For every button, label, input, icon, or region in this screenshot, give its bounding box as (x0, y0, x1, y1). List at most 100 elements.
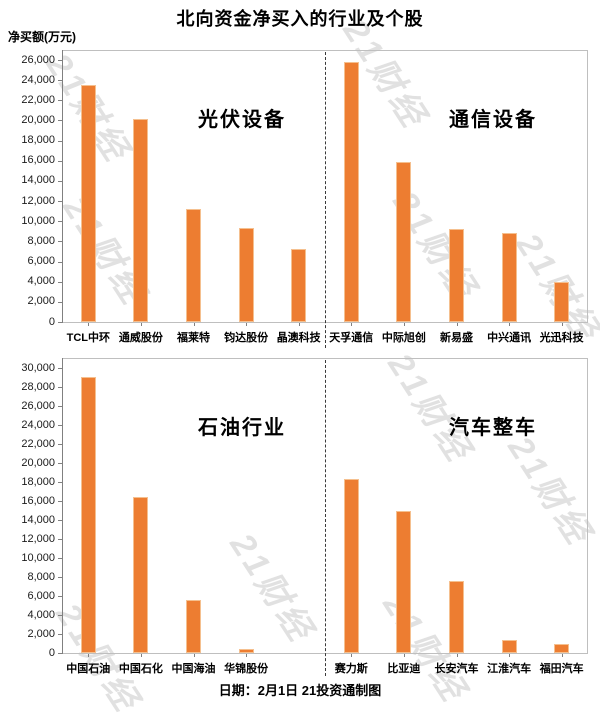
y-tick-label: 12,000 (21, 194, 55, 207)
y-tick-label: 20,000 (21, 113, 55, 126)
y-tick-mark (58, 558, 62, 559)
y-tick-label: 0 (48, 646, 55, 659)
x-tick-mark (403, 654, 405, 657)
y-tick-label: 18,000 (21, 475, 55, 488)
y-tick-mark (58, 301, 62, 303)
y-tick-label: 0 (48, 315, 55, 328)
y-tick-mark (58, 160, 62, 162)
x-tick-mark (509, 654, 511, 657)
y-tick-mark (58, 463, 62, 464)
y-tick-mark (58, 653, 62, 654)
y-tick-mark (58, 406, 62, 407)
y-tick-label: 6,000 (27, 255, 55, 268)
y-tick-mark (58, 100, 62, 102)
bar-钧达股份 (238, 228, 254, 322)
bar-福莱特 (186, 209, 201, 322)
y-tick-label: 10,000 (21, 214, 55, 227)
bar-晶澳科技 (291, 249, 307, 322)
category-label: 江淮汽车 (487, 663, 532, 675)
y-tick-label: 26,000 (21, 53, 55, 66)
y-tick-label: 12,000 (21, 532, 55, 545)
bottom-panel-dashed-divider (325, 360, 326, 676)
y-tick-label: 16,000 (21, 154, 55, 167)
y-tick-mark (58, 520, 62, 521)
category-label: 比亚迪 (387, 663, 421, 675)
category-label: 钧达股份 (224, 332, 269, 344)
y-tick-label: 28,000 (21, 380, 55, 393)
bar-中国海油 (186, 599, 201, 653)
x-tick-mark (456, 323, 458, 326)
category-label: TCL中环 (66, 332, 110, 344)
y-tick-label: 30,000 (21, 361, 55, 374)
y-tick-label: 22,000 (21, 437, 55, 450)
bar-比亚迪 (396, 510, 412, 653)
chart-canvas: 北向资金净买入的行业及个股 净买额(万元) 光伏设备 通信设备 石油行业 汽车整… (8, 9, 600, 720)
y-tick-label: 8,000 (27, 570, 55, 583)
section-label-auto: 汽车整车 (449, 417, 537, 439)
bar-中际旭创 (396, 161, 412, 322)
x-tick-mark (193, 323, 195, 326)
x-tick-mark (88, 654, 90, 657)
category-label: 华锦股份 (224, 663, 269, 675)
y-tick-mark (58, 261, 62, 263)
x-tick-mark (246, 323, 248, 326)
x-tick-mark (509, 323, 511, 326)
section-label-oil: 石油行业 (198, 417, 286, 439)
y-axis-unit-label: 净买额(万元) (8, 30, 76, 44)
y-tick-label: 2,000 (27, 295, 55, 308)
y-tick-mark (58, 241, 62, 243)
y-tick-mark (58, 221, 62, 223)
y-tick-mark (58, 501, 62, 502)
y-tick-mark (58, 368, 62, 369)
section-label-photovoltaic: 光伏设备 (198, 109, 286, 131)
section-label-communication: 通信设备 (449, 109, 537, 131)
y-tick-label: 18,000 (21, 134, 55, 147)
y-tick-mark (58, 596, 62, 597)
y-tick-mark (58, 615, 62, 616)
bottom-panel-y-axis (62, 358, 63, 654)
x-tick-mark (140, 654, 142, 657)
y-tick-mark (58, 539, 62, 540)
y-tick-label: 16,000 (21, 494, 55, 507)
x-tick-mark (561, 654, 563, 657)
category-label: 赛力斯 (334, 663, 368, 675)
y-tick-label: 8,000 (27, 234, 55, 247)
category-label: 中际旭创 (381, 332, 426, 344)
x-tick-mark (351, 323, 353, 326)
bar-赛力斯 (343, 479, 359, 653)
y-tick-mark (58, 60, 62, 61)
bar-华锦股份 (238, 649, 254, 653)
y-tick-label: 10,000 (21, 551, 55, 564)
y-tick-mark (58, 281, 62, 283)
x-tick-mark (561, 323, 563, 326)
category-label: 晶澳科技 (276, 332, 321, 344)
category-label: 中国石油 (66, 663, 111, 675)
bar-江淮汽车 (501, 639, 517, 653)
category-label: 长安汽车 (434, 663, 479, 675)
y-tick-label: 24,000 (21, 73, 55, 86)
y-tick-label: 24,000 (21, 418, 55, 431)
bar-新易盛 (449, 229, 464, 322)
y-tick-mark (58, 482, 62, 483)
y-tick-label: 4,000 (27, 608, 55, 621)
bar-TCL中环 (80, 85, 96, 322)
y-tick-mark (58, 120, 62, 122)
category-label: 天孚通信 (329, 332, 374, 344)
y-tick-label: 2,000 (27, 627, 55, 640)
x-tick-mark (403, 323, 405, 326)
x-tick-mark (456, 654, 458, 657)
bar-中国石化 (133, 497, 149, 653)
category-label: 中国海油 (171, 663, 216, 675)
y-tick-mark (58, 425, 62, 426)
top-panel-dashed-divider (325, 52, 326, 348)
bar-天孚通信 (343, 62, 359, 322)
chart-title: 北向资金净买入的行业及个股 (176, 9, 424, 29)
y-tick-label: 4,000 (27, 275, 55, 288)
y-tick-mark (58, 577, 62, 578)
y-tick-label: 26,000 (21, 399, 55, 412)
y-tick-mark (58, 444, 62, 445)
y-tick-mark (58, 634, 62, 635)
y-tick-mark (58, 322, 62, 323)
y-tick-mark (58, 180, 62, 182)
y-tick-label: 14,000 (21, 513, 55, 526)
